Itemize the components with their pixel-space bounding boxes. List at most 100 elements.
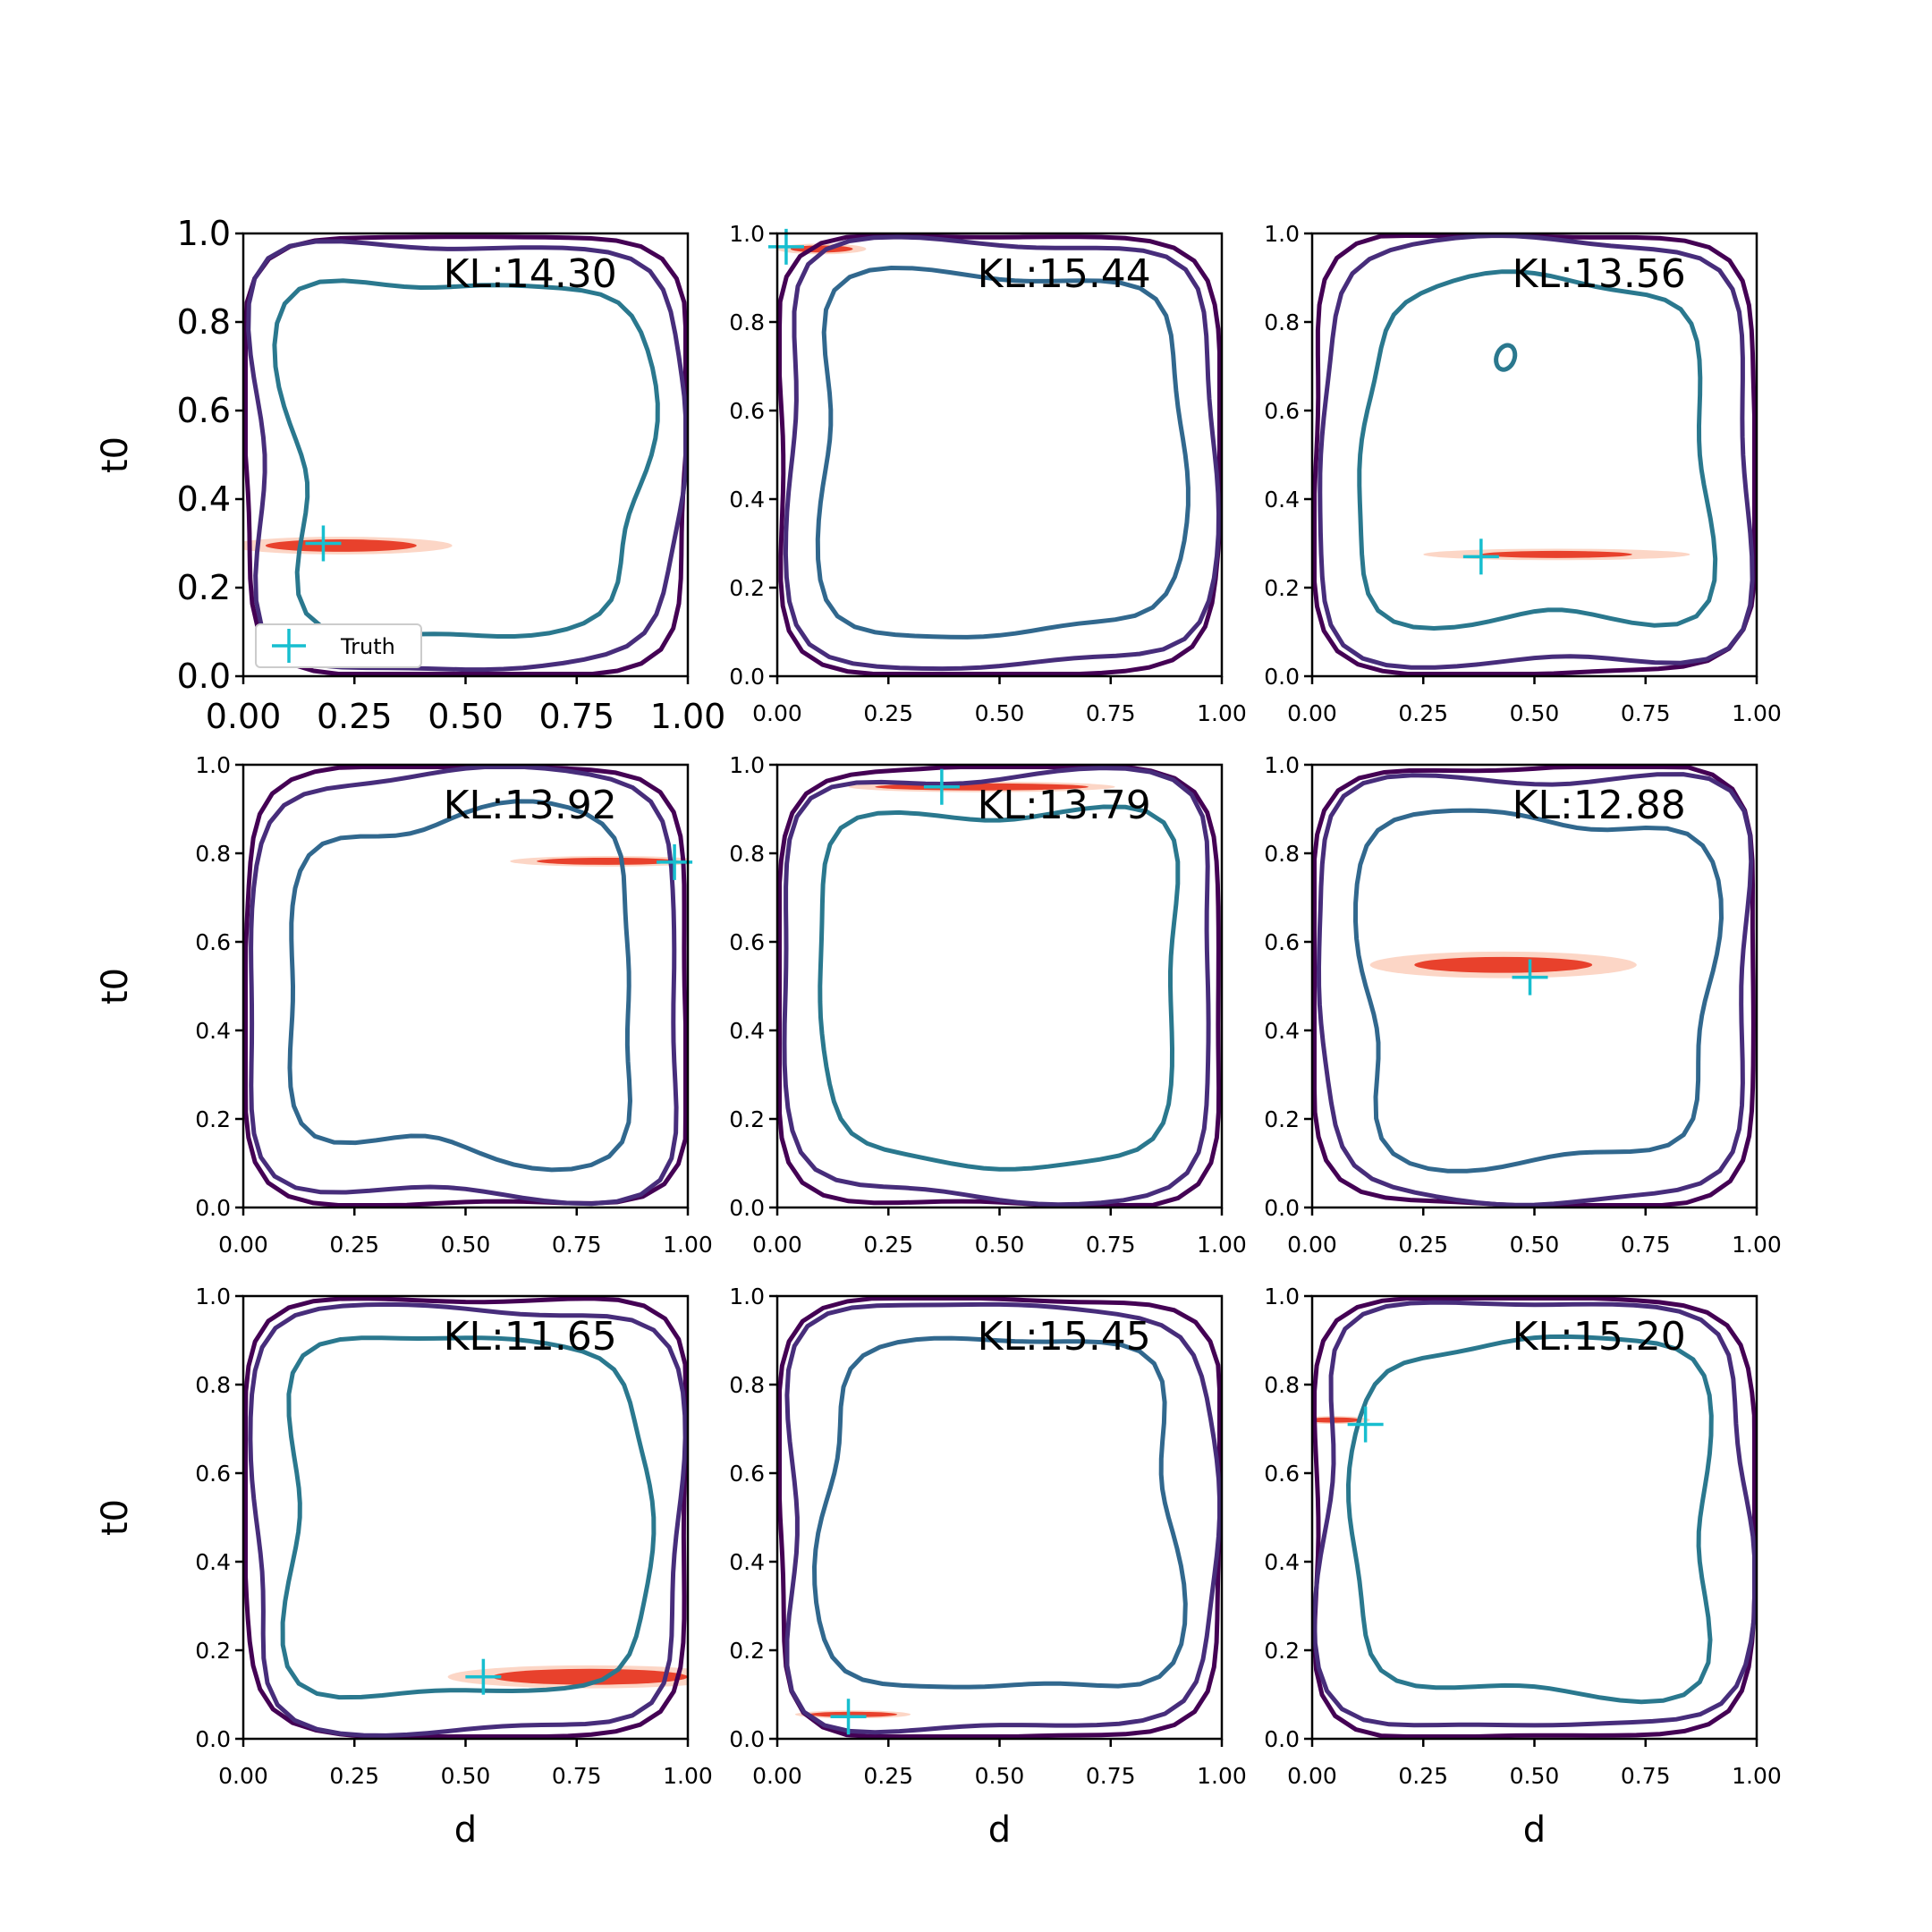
x-tick-label: 0.00 — [206, 697, 282, 736]
x-tick-label: 1.00 — [663, 1763, 713, 1789]
subplot-1: KL:14.30 0.00 0.25 0.50 0.75 1.00 0.0 0.2 0.4 0.6… — [95, 214, 725, 736]
axes-frame — [1310, 1294, 1758, 1741]
truth-marker — [830, 1699, 867, 1735]
y-tick-label: 0.8 — [729, 841, 765, 867]
y-tick-label: 0.0 — [1264, 664, 1300, 690]
truth-marker — [305, 525, 342, 562]
x-tick-label: 0.00 — [1287, 1232, 1337, 1258]
truth-marker — [1512, 959, 1548, 996]
plot-area — [243, 765, 688, 1208]
y-tick-label: 0.8 — [1264, 309, 1300, 335]
posterior-core — [1480, 550, 1632, 558]
subplot-3: KL:13.56 0.00 0.25 0.50 0.75 1.00 0.0 0.2 0.4 0.6… — [1264, 221, 1782, 726]
x-tick-label: 0.25 — [863, 1763, 913, 1789]
x-tick-label: 0.75 — [1086, 1232, 1136, 1258]
x-tick-label: 0.25 — [1398, 1763, 1448, 1789]
kl-label: KL:13.56 — [1513, 251, 1686, 297]
contour-mid — [782, 766, 1211, 1208]
kl-label: KL:12.88 — [1513, 783, 1686, 828]
y-tick-label: 0.4 — [195, 1018, 231, 1044]
truth-marker — [767, 228, 804, 265]
contour-outer — [243, 1296, 688, 1739]
kl-label: KL:13.79 — [978, 783, 1151, 828]
x-tick-label: 0.25 — [863, 1232, 913, 1258]
x-tick-label: 0.50 — [441, 1232, 491, 1258]
subplot-4: KL:13.92 0.00 0.25 0.50 0.75 1.00 0.0 0.2 0.4 0.6… — [95, 752, 713, 1258]
axes-frame — [242, 232, 690, 678]
y-tick-label: 1.0 — [195, 1284, 231, 1309]
y-tick-label: 0.8 — [177, 302, 231, 342]
y-tick-label: 0.2 — [1264, 1106, 1300, 1132]
x-tick-label: 0.25 — [1398, 700, 1448, 726]
contour-outer — [777, 1296, 1222, 1739]
x-tick-label: 0.00 — [218, 1763, 268, 1789]
posterior-core — [1312, 1417, 1361, 1423]
subplot-7: KL:11.65 0.00 0.25 0.50 0.75 1.00 0.0 0.2 0.4 0.6… — [95, 1284, 713, 1851]
truth-marker — [657, 843, 693, 880]
contour-mid — [783, 234, 1222, 672]
contour-inner — [818, 804, 1181, 1172]
y-tick-label: 0.0 — [729, 664, 765, 690]
posterior-core — [1414, 956, 1593, 973]
kl-label: KL:15.44 — [978, 251, 1151, 297]
y-tick-label: 0.0 — [195, 1726, 231, 1752]
kl-label: KL:15.20 — [1513, 1314, 1686, 1360]
contour-mid — [1316, 772, 1754, 1208]
contour-mid — [1312, 1300, 1757, 1728]
y-tick-label: 0.8 — [729, 1372, 765, 1398]
contour-outer — [777, 233, 1222, 676]
contour-inner — [1357, 269, 1718, 631]
contour-island — [1494, 343, 1518, 372]
x-tick-label: 0.25 — [329, 1232, 379, 1258]
x-tick-label: 1.00 — [1732, 700, 1782, 726]
y-tick-label: 0.4 — [177, 479, 231, 519]
x-tick-label: 0.50 — [975, 1763, 1025, 1789]
contour-outer — [1312, 233, 1757, 676]
y-tick-label: 1.0 — [729, 752, 765, 778]
x-tick-label: 0.50 — [975, 700, 1025, 726]
y-tick-label: 0.4 — [1264, 1549, 1300, 1575]
y-tick-label: 0.8 — [1264, 841, 1300, 867]
y-tick-label: 0.6 — [1264, 398, 1300, 424]
truth-marker — [1462, 538, 1499, 575]
x-tick-label: 0.50 — [1510, 1763, 1560, 1789]
x-tick-label: 0.25 — [329, 1763, 379, 1789]
x-tick-label: 0.00 — [1287, 1763, 1337, 1789]
truth-marker — [1347, 1406, 1384, 1443]
posterior-core — [265, 539, 417, 552]
x-tick-label: 0.75 — [1086, 1763, 1136, 1789]
y-tick-label: 0.6 — [729, 929, 765, 955]
y-tick-label: 0.2 — [195, 1106, 231, 1132]
x-tick-label: 1.00 — [1197, 1232, 1247, 1258]
posterior-core — [492, 1668, 688, 1685]
y-tick-label: 0.0 — [1264, 1726, 1300, 1752]
y-axis-label: t0 — [95, 436, 136, 473]
x-tick-label: 0.75 — [1621, 1232, 1671, 1258]
x-tick-label: 0.75 — [538, 697, 614, 736]
y-tick-label: 0.6 — [1264, 1461, 1300, 1487]
contour-mid — [248, 1301, 688, 1738]
y-tick-label: 0.6 — [1264, 929, 1300, 955]
x-tick-label: 0.00 — [1287, 700, 1337, 726]
subplot-8: KL:15.45 0.00 0.25 0.50 0.75 1.00 0.0 0.2 0.4 0.6… — [729, 1284, 1247, 1851]
y-tick-label: 0.6 — [195, 1461, 231, 1487]
x-tick-label: 0.50 — [428, 697, 504, 736]
y-tick-label: 0.0 — [177, 657, 231, 696]
plot-area — [243, 234, 688, 676]
axes-frame — [775, 763, 1224, 1209]
x-axis-label: d — [988, 1809, 1011, 1851]
y-tick-label: 0.4 — [729, 1018, 765, 1044]
x-axis-label: d — [454, 1809, 477, 1851]
kl-label: KL:14.30 — [444, 251, 617, 297]
contour-outer — [1312, 765, 1756, 1208]
plot-area — [777, 233, 1222, 676]
x-tick-label: 1.00 — [663, 1232, 713, 1258]
y-tick-label: 0.2 — [195, 1638, 231, 1664]
plot-area — [1312, 233, 1757, 676]
contour-inner — [811, 1335, 1188, 1690]
y-tick-label: 1.0 — [729, 221, 765, 247]
x-tick-label: 1.00 — [1732, 1763, 1782, 1789]
contour-mid — [1318, 233, 1755, 670]
posterior-core — [537, 857, 680, 865]
y-tick-label: 1.0 — [177, 214, 231, 253]
